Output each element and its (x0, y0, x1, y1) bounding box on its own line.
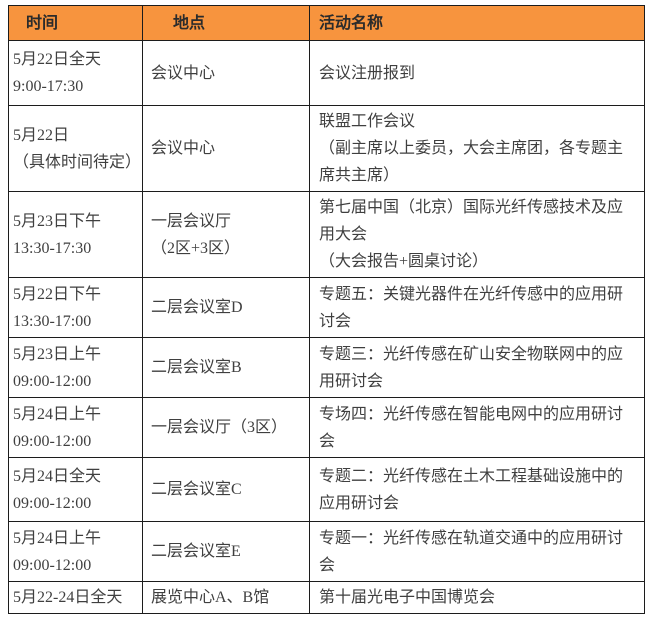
cell-line: 5月24日全天 (13, 467, 102, 485)
cell-activity: 第七届中国（北京）国际光纤传感技术及应用大会 （大会报告+圆桌讨论） (309, 191, 645, 278)
cell-line: 5月24日上午 (13, 529, 102, 547)
table-row: 5月22日全天 9:00-17:30 会议中心 会议注册报到 (8, 40, 645, 106)
cell-location: 一层会议厅 （2区+3区） (142, 191, 310, 278)
cell-line: 二层会议室E (151, 543, 241, 560)
cell-location: 二层会议室C (142, 457, 310, 522)
cell-line: 9:00-17:30 (13, 78, 84, 95)
cell-time: 5月24日上午 09:00-12:00 (8, 521, 143, 582)
cell-time: 5月22日 （具体时间待定） (8, 105, 143, 192)
table-row: 5月22-24日全天 展览中心A、B馆 第十届光电子中国博览会 (8, 581, 645, 614)
cell-line: 专题一：光纤传感在轨道交通中的应用研讨会 (319, 529, 624, 574)
cell-line: 二层会议室C (151, 481, 242, 498)
cell-line: （具体时间待定） (13, 153, 142, 171)
cell-line: 二层会议室B (151, 359, 242, 376)
cell-line: 09:00-12:00 (13, 432, 92, 450)
cell-time: 5月22日全天 9:00-17:30 (8, 40, 143, 106)
cell-time: 5月24日上午 09:00-12:00 (8, 397, 143, 458)
cell-line: 一层会议厅 (151, 212, 232, 230)
cell-line: 09:00-12:00 (13, 372, 92, 390)
cell-activity: 第十届光电子中国博览会 (309, 581, 645, 614)
header-row: 时间 地点 活动名称 (8, 5, 645, 41)
cell-line: 13:30-17:30 (13, 239, 92, 257)
cell-line: （副主席以上委员，大会主席团，各专题主席共主席） (319, 140, 624, 184)
table-row: 5月24日上午 09:00-12:00 二层会议室E 专题一：光纤传感在轨道交通中的应… (8, 521, 645, 582)
table-body: 5月22日全天 9:00-17:30 会议中心 会议注册报到 5月22日 （具体时间待定）… (8, 40, 645, 614)
cell-line: 5月22日全天 (13, 51, 102, 68)
cell-line: 展览中心A、B馆 (151, 589, 270, 606)
cell-line: 5月22日 (13, 126, 70, 144)
cell-time: 5月23日下午 13:30-17:30 (8, 191, 143, 278)
cell-line: 09:00-12:00 (13, 494, 92, 512)
cell-activity: 专题三：光纤传感在矿山安全物联网中的应用研讨会 (309, 337, 645, 398)
cell-line: 13:30-17:00 (13, 312, 92, 330)
cell-line: 二层会议室D (151, 299, 243, 316)
table-row: 5月24日全天 09:00-12:00 二层会议室C 专题二：光纤传感在土木工程基础设… (8, 457, 645, 522)
cell-line: 会议中心 (151, 140, 216, 157)
cell-location: 二层会议室E (142, 521, 310, 582)
cell-line: 会议中心 (151, 64, 216, 82)
cell-activity: 专题五：关键光器件在光纤传感中的应用研讨会 (309, 277, 645, 338)
table-row: 5月22日 （具体时间待定） 会议中心 联盟工作会议 （副主席以上委员，大会主席团，各专… (8, 105, 645, 192)
cell-line: 5月22-24日全天 (13, 589, 123, 606)
schedule-page: 时间 地点 活动名称 5月22日全天 9:00-17:30 会议中心 会议注册报到 5月22… (8, 5, 645, 614)
cell-line: 第七届中国（北京）国际光纤传感技术及应用大会 (319, 199, 624, 243)
cell-time: 5月23日上午 09:00-12:00 (8, 337, 143, 398)
cell-line: 一层会议厅（3区） (151, 419, 288, 436)
cell-line: 会议注册报到 (319, 64, 416, 82)
cell-line: 第十届光电子中国博览会 (319, 589, 496, 606)
cell-location: 展览中心A、B馆 (142, 581, 310, 614)
cell-time: 5月24日全天 09:00-12:00 (8, 457, 143, 522)
conference-schedule-table: 时间 地点 活动名称 5月22日全天 9:00-17:30 会议中心 会议注册报到 5月22… (8, 5, 645, 614)
column-header-location: 地点 (142, 5, 310, 41)
cell-line: 专题五：关键光器件在光纤传感中的应用研讨会 (319, 285, 624, 330)
cell-activity: 专题二：光纤传感在土木工程基础设施中的应用研讨会 (309, 457, 645, 522)
table-row: 5月22日下午 13:30-17:00 二层会议室D 专题五：关键光器件在光纤传感中的… (8, 277, 645, 338)
cell-location: 一层会议厅（3区） (142, 397, 310, 458)
cell-line: 5月24日上午 (13, 405, 102, 423)
cell-line: 专题三：光纤传感在矿山安全物联网中的应用研讨会 (319, 345, 624, 390)
cell-activity: 会议注册报到 (309, 40, 645, 106)
column-header-time: 时间 (8, 5, 143, 41)
cell-line: 专题二：光纤传感在土木工程基础设施中的应用研讨会 (319, 467, 624, 512)
cell-line: 5月23日上午 (13, 345, 102, 363)
cell-location: 会议中心 (142, 105, 310, 192)
cell-line: 5月23日下午 (13, 212, 102, 230)
column-header-activity: 活动名称 (309, 5, 645, 41)
table-row: 5月23日下午 13:30-17:30 一层会议厅 （2区+3区） 第七届中国（北京）国… (8, 191, 645, 278)
table-row: 5月24日上午 09:00-12:00 一层会议厅（3区） 专场四：光纤传感在智能电网… (8, 397, 645, 458)
cell-line: （2区+3区） (151, 239, 241, 257)
cell-time: 5月22日下午 13:30-17:00 (8, 277, 143, 338)
cell-activity: 专题一：光纤传感在轨道交通中的应用研讨会 (309, 521, 645, 582)
cell-location: 会议中心 (142, 40, 310, 106)
table-header: 时间 地点 活动名称 (8, 5, 645, 41)
cell-line: 联盟工作会议 (319, 113, 416, 130)
cell-line: 09:00-12:00 (13, 556, 92, 574)
cell-line: （大会报告+圆桌讨论） (319, 253, 489, 270)
cell-line: 专场四：光纤传感在智能电网中的应用研讨会 (319, 405, 624, 450)
cell-activity: 联盟工作会议 （副主席以上委员，大会主席团，各专题主席共主席） (309, 105, 645, 192)
cell-line: 5月22日下午 (13, 285, 102, 303)
cell-location: 二层会议室B (142, 337, 310, 398)
cell-activity: 专场四：光纤传感在智能电网中的应用研讨会 (309, 397, 645, 458)
table-row: 5月23日上午 09:00-12:00 二层会议室B 专题三：光纤传感在矿山安全物联网… (8, 337, 645, 398)
cell-time: 5月22-24日全天 (8, 581, 143, 614)
cell-location: 二层会议室D (142, 277, 310, 338)
